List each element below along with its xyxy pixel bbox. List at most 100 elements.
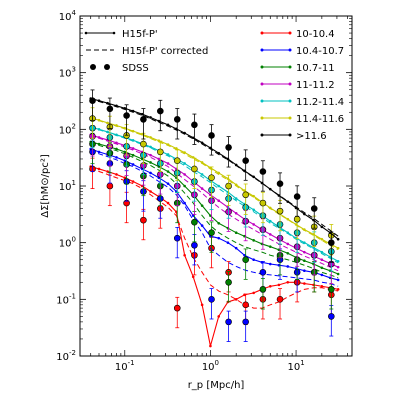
sdss-point xyxy=(276,207,284,215)
legend-left-entry-1: H15f-P' corrected xyxy=(86,46,208,57)
model-point xyxy=(166,201,170,205)
model-point xyxy=(115,173,118,176)
sdss-point xyxy=(208,229,215,236)
sdss-point xyxy=(259,268,267,276)
sdss-point xyxy=(225,182,232,190)
model-point xyxy=(166,162,170,165)
model-point xyxy=(268,187,272,191)
model-point xyxy=(183,201,186,205)
sdss-point xyxy=(310,205,318,212)
model-point xyxy=(200,161,204,164)
model-point xyxy=(131,180,135,183)
model-point xyxy=(252,194,255,198)
y-tick-label: 100 xyxy=(59,236,76,250)
sdss-point xyxy=(173,234,181,242)
sdss-point xyxy=(140,216,147,224)
legend-series-point xyxy=(288,31,292,35)
x-tick-label: 101 xyxy=(287,359,304,373)
model-point xyxy=(243,169,246,173)
model-point xyxy=(97,142,101,146)
model-point xyxy=(336,272,340,276)
model-point xyxy=(234,183,238,187)
model-point xyxy=(115,104,118,108)
sdss-point xyxy=(157,107,164,115)
model-point xyxy=(286,200,290,203)
model-point xyxy=(97,136,101,139)
legend-left-entry-2: SDSS xyxy=(90,63,149,74)
model-line xyxy=(90,166,339,347)
sdss-point xyxy=(259,286,267,293)
model-point xyxy=(149,171,152,175)
model-point xyxy=(336,278,340,282)
model-point xyxy=(209,214,212,217)
legend-series-point xyxy=(288,99,292,103)
model-point xyxy=(277,248,281,252)
model-point xyxy=(166,123,170,127)
model-point xyxy=(303,241,306,244)
legend-right-label: 10.7-11 xyxy=(296,63,335,74)
plot-frame xyxy=(79,15,353,357)
x-tick-label: 100 xyxy=(202,359,219,373)
model-point xyxy=(123,159,127,162)
y-tick-label: 102 xyxy=(59,122,76,136)
x-tick-label: 10-1 xyxy=(115,359,135,373)
legend-series-point xyxy=(288,116,292,120)
model-point xyxy=(131,139,135,142)
y-tick-label: 104 xyxy=(59,9,77,23)
model-point xyxy=(149,190,152,193)
model-point xyxy=(115,124,118,127)
model-point xyxy=(200,141,204,145)
model-point xyxy=(97,118,101,122)
model-point xyxy=(183,151,186,154)
plot-area xyxy=(89,89,340,348)
sdss-point xyxy=(293,215,301,223)
sdss-point xyxy=(328,286,335,293)
model-point xyxy=(303,259,306,263)
model-point xyxy=(149,161,152,164)
model-point xyxy=(166,170,170,173)
model-point xyxy=(209,344,212,348)
model-point xyxy=(149,145,152,149)
legend-marker xyxy=(90,64,96,70)
model-point xyxy=(252,175,255,179)
sdss-point xyxy=(208,296,215,303)
model-point xyxy=(217,171,221,175)
legend-right: 10-10.4 10.4-10.7 10.7-11 11-11.2 11.2-11.4 1… xyxy=(260,29,344,142)
model-point xyxy=(336,288,340,291)
legend-right-entry-5: 11.4-11.6 xyxy=(260,114,344,125)
model-point xyxy=(183,173,186,176)
legend-series-point xyxy=(288,133,292,137)
legend-series-point xyxy=(260,65,264,69)
model-point xyxy=(277,263,281,267)
sdss-point xyxy=(276,180,284,187)
model-point xyxy=(106,101,109,105)
y-tick-label: 10-1 xyxy=(56,292,76,306)
model-point xyxy=(191,214,195,217)
model-point xyxy=(268,206,272,210)
sdss-point xyxy=(123,112,130,119)
model-point xyxy=(97,150,101,154)
model-point xyxy=(286,251,290,255)
model-point xyxy=(303,250,306,254)
model-point xyxy=(123,176,127,180)
sdss-point xyxy=(242,301,249,309)
model-point xyxy=(191,136,195,140)
model-point xyxy=(320,284,324,288)
model-point xyxy=(123,150,127,154)
model-point xyxy=(175,147,178,150)
model-point xyxy=(149,116,152,119)
model-point xyxy=(303,212,306,216)
y-tick-label: 103 xyxy=(59,66,76,80)
model-point xyxy=(303,228,306,231)
sdss-point xyxy=(293,193,301,200)
legend-right-label: 10-10.4 xyxy=(296,29,335,40)
model-point xyxy=(286,280,290,284)
legend-right-entry-3: 11-11.2 xyxy=(260,80,335,91)
legend-series-point xyxy=(260,31,264,35)
model-point xyxy=(183,253,186,257)
legend-left: H15f-P' H15f-P' corrected SDSS xyxy=(84,29,208,74)
model-point xyxy=(131,129,135,133)
model-point xyxy=(115,156,118,159)
model-point xyxy=(268,245,272,248)
model-point xyxy=(252,223,255,226)
